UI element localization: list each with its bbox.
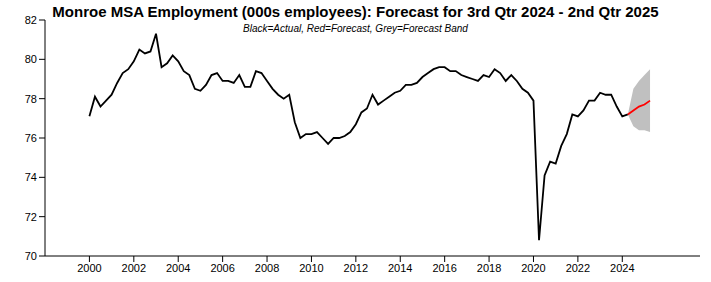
svg-text:72: 72 [25,211,37,223]
svg-text:2010: 2010 [299,262,323,274]
svg-text:2018: 2018 [477,262,501,274]
svg-text:70: 70 [25,250,37,262]
svg-text:2014: 2014 [388,262,412,274]
svg-text:2012: 2012 [344,262,368,274]
svg-text:74: 74 [25,171,37,183]
svg-text:2020: 2020 [521,262,545,274]
html-text:Monroe MSA Employment (000s em: Monroe MSA Employment (000s employees): … [52,3,659,20]
svg-text:78: 78 [25,93,37,105]
svg-text:2002: 2002 [122,262,146,274]
svg-text:2024: 2024 [610,262,634,274]
svg-text:2006: 2006 [210,262,234,274]
svg-text:2022: 2022 [566,262,590,274]
svg-text:2008: 2008 [255,262,279,274]
svg-text:2016: 2016 [432,262,456,274]
svg-text:76: 76 [25,132,37,144]
svg-text:2000: 2000 [77,262,101,274]
svg-text:82: 82 [25,14,37,26]
html-text:Black=Actual, Red=Forecast, Gr: Black=Actual, Red=Forecast, Grey=Forecas… [243,23,468,34]
svg-text:2004: 2004 [166,262,190,274]
svg-text:80: 80 [25,53,37,65]
